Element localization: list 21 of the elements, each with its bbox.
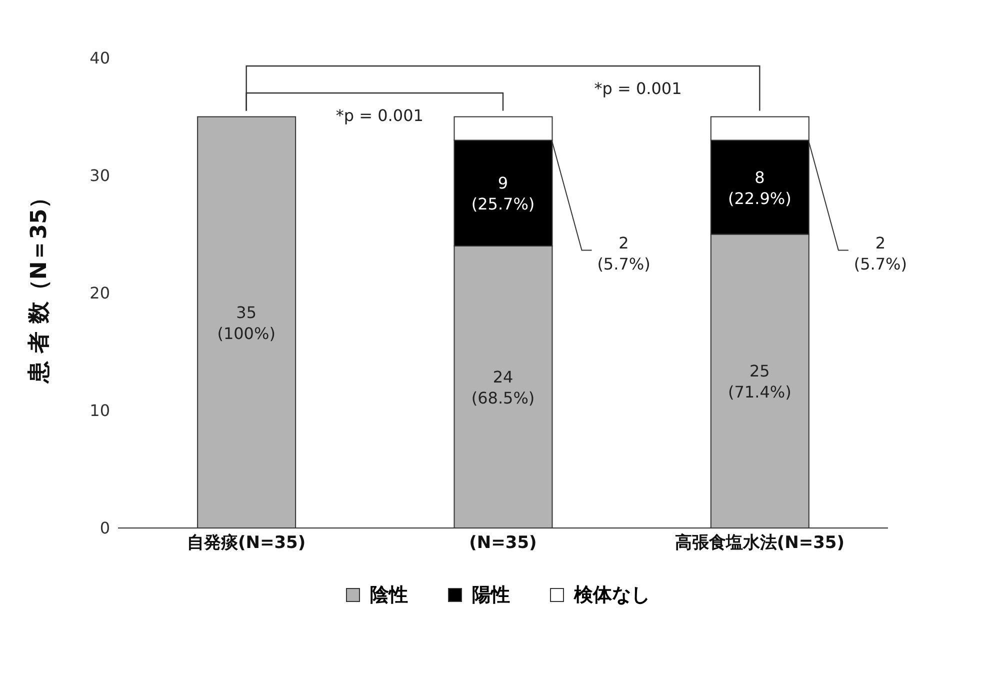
x-tick-label: (N=35) xyxy=(469,533,537,554)
legend-label: 陽性 xyxy=(472,583,510,608)
data-label: 8 (22.9%) xyxy=(728,168,792,208)
y-tick-label: 10 xyxy=(90,401,110,420)
data-label: 35 (100%) xyxy=(217,302,276,343)
legend-label: 検体なし xyxy=(574,583,650,608)
y-axis-title: 患 者 数（N＝35） xyxy=(26,186,52,384)
legend-label: 陰性 xyxy=(370,583,408,608)
x-tick-label: 高張食塩水法(N=35) xyxy=(674,533,845,554)
y-tick-label: 20 xyxy=(90,284,110,303)
y-tick-label: 0 xyxy=(100,518,110,538)
data-label: 2 (5.7%) xyxy=(854,233,908,274)
y-tick-label: 30 xyxy=(90,166,110,186)
annotation: *p = 0.001 xyxy=(336,106,424,125)
data-label: 24 (68.5%) xyxy=(471,368,535,408)
data-label: 2 (5.7%) xyxy=(597,233,650,274)
data-label: 9 (25.7%) xyxy=(471,174,535,214)
annotation: *p = 0.001 xyxy=(594,79,682,98)
x-tick-label: 自発痰(N=35) xyxy=(186,533,306,554)
data-label: 25 (71.4%) xyxy=(728,362,792,402)
y-tick-label: 40 xyxy=(90,48,110,68)
